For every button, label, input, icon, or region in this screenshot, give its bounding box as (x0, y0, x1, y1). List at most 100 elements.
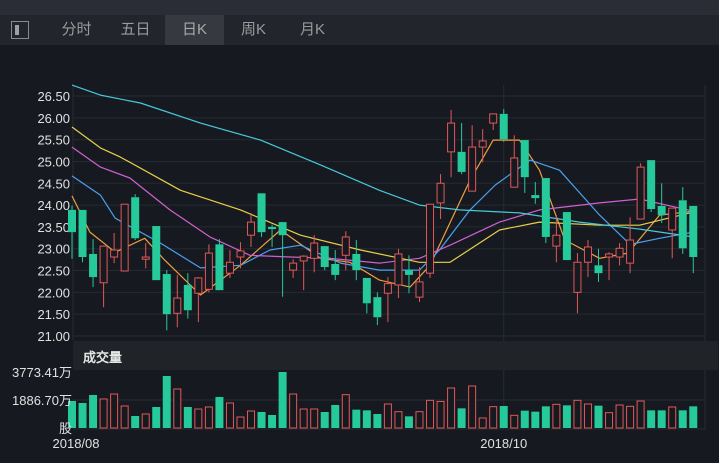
candle-body (562, 212, 571, 261)
candle-down (268, 224, 277, 247)
candle-body (225, 261, 234, 274)
volume-bar (131, 415, 140, 428)
volume-panel-title: 成交量 (83, 350, 123, 365)
candle-up (120, 203, 129, 272)
tab-five-day[interactable]: 五日 (120, 21, 151, 38)
candle-body (531, 195, 540, 199)
volume-bar (573, 399, 582, 429)
candle-up (99, 245, 108, 308)
volume-bar (552, 403, 561, 429)
volume-bar (489, 406, 498, 429)
price-tick-label: 21.00 (37, 329, 70, 344)
volume-bar (310, 408, 319, 429)
volume-bar (78, 402, 87, 428)
candle-body (278, 222, 287, 236)
candle-body (668, 207, 677, 231)
candle-body (183, 284, 192, 311)
candle-body (194, 277, 203, 294)
candle-down (689, 205, 698, 274)
candle-down (404, 255, 413, 294)
candle-down (520, 140, 529, 193)
volume-bar (426, 399, 435, 429)
candle-down (594, 248, 603, 282)
candle-body (415, 281, 424, 298)
candle-body (131, 197, 140, 239)
candle-up (204, 244, 213, 293)
ma10-line (71, 159, 694, 271)
candle-up (626, 217, 635, 274)
candle-body (152, 226, 161, 281)
volume-bar (626, 405, 635, 429)
candle-down (352, 240, 361, 281)
candle-up (478, 129, 487, 163)
volume-bar (689, 406, 698, 428)
candle-body (215, 244, 224, 291)
candle-up (668, 207, 677, 259)
candle-body (99, 245, 108, 284)
volume-bar (68, 400, 76, 428)
volume-bar (225, 402, 234, 429)
volume-bar (615, 404, 624, 429)
candle-body (110, 249, 119, 258)
candle-body (541, 178, 550, 237)
volume-bar (99, 398, 108, 429)
candle-up (310, 235, 319, 273)
volume-bar (383, 403, 392, 429)
candle-down (68, 205, 76, 259)
tab-intraday[interactable]: 分时 (61, 21, 92, 38)
candle-body (499, 113, 508, 140)
candle-body (426, 203, 435, 274)
candle-up (436, 174, 445, 220)
candle-body (78, 209, 87, 258)
kline-chart[interactable]: 26.50 26.00 25.50 25.00 24.50 24.00 23.50 23.00… (0, 45, 719, 463)
candle-up (236, 242, 245, 269)
candle-down (562, 212, 571, 261)
candle-body (310, 242, 319, 259)
price-tick-label: 25.00 (37, 154, 70, 169)
candle-body (299, 255, 308, 262)
candle-down (678, 187, 687, 254)
volume-bar (373, 413, 382, 428)
volume-bar (89, 394, 98, 428)
candle-up (468, 125, 477, 192)
tab-monthly-k[interactable]: 月K (299, 21, 325, 38)
tab-weekly-k[interactable]: 周K (240, 21, 266, 38)
candle-body (457, 151, 466, 172)
candle-up (426, 203, 435, 278)
volume-unit-label: 股 (59, 421, 72, 436)
price-tick-label: 22.50 (37, 264, 70, 279)
candle-up (110, 233, 119, 264)
volume-bar (404, 416, 413, 428)
volume-bar (289, 393, 298, 429)
candle-down (257, 193, 266, 237)
volume-bar (510, 414, 519, 429)
candle-up (383, 277, 392, 323)
volume-bar (668, 406, 677, 429)
price-tick-label: 22.00 (37, 285, 70, 300)
tab-daily-k[interactable]: 日K (165, 15, 224, 45)
ma60-line (71, 84, 694, 238)
candle-body (689, 205, 698, 258)
candle-down (531, 181, 540, 204)
candle-up (552, 215, 561, 263)
volume-bar (447, 387, 456, 429)
candle-body (626, 239, 635, 264)
date-axis-label: 2018/10 (480, 436, 527, 451)
price-tick-label: 23.00 (37, 242, 70, 257)
candle-body (352, 253, 361, 271)
window-top-strip (0, 0, 719, 15)
sidebar-toggle-icon[interactable] (11, 21, 29, 39)
candle-up (341, 231, 350, 271)
candle-body (331, 264, 340, 275)
candle-down (320, 246, 329, 271)
volume-bar (657, 410, 666, 428)
candle-body (89, 253, 98, 278)
volume-bar (257, 412, 266, 428)
candle-down (78, 209, 87, 263)
volume-bar (352, 409, 361, 428)
candle-down (131, 194, 140, 240)
candle-down (278, 222, 287, 297)
candle-body (468, 146, 477, 192)
candle-up (636, 163, 645, 220)
candle-body (573, 261, 582, 293)
